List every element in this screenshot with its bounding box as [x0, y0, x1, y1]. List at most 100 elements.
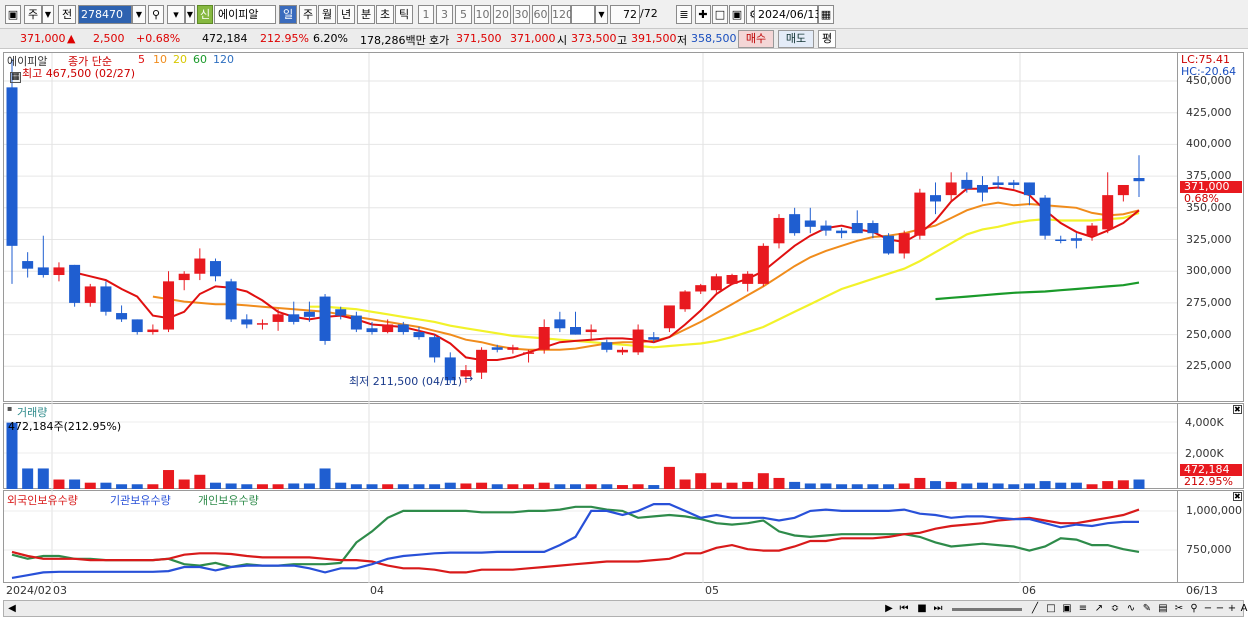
hc-label: HC:-20.64 [1181, 65, 1237, 78]
code-dropdown-icon[interactable]: ▼ [132, 5, 146, 24]
crosshair-icon[interactable]: ✚ [695, 5, 711, 24]
price-ytick-4: 350,000 [1186, 200, 1232, 214]
minute-tab-6[interactable]: 60 [532, 5, 549, 24]
zoom-slider[interactable] [952, 608, 1022, 611]
ma-legend-prefix: 종가 단순 [68, 55, 112, 68]
period-tab-1[interactable]: 주 [299, 5, 317, 24]
x-label-feb: 2024/02 [6, 584, 52, 597]
scroll-left-icon[interactable]: ◀ [8, 603, 16, 614]
first-page-icon[interactable]: ⏮ [899, 603, 909, 614]
lock-icon[interactable]: □ [712, 5, 728, 24]
count-total: /72 [640, 7, 658, 20]
zoom-in-icon[interactable]: + [1227, 603, 1237, 614]
horizontal-scrollbar[interactable]: ◀ ▶ ⏮ ■ ⏭ ╱ □ ▣ ≡ ↗ ≎ ∿ ✎ ▤ ✂ ⚲ − − + A [3, 600, 1247, 617]
draw-channel-icon[interactable]: ≎ [1110, 603, 1120, 614]
save-icon[interactable]: ▣ [729, 5, 745, 24]
quote-info-bar: 371,000 ▲ 2,500 +0.68% 472,184 212.95% 6… [0, 29, 1248, 49]
market-select[interactable]: 주 [24, 5, 42, 24]
volume-pct-tag: 212.95% [1184, 475, 1233, 488]
x-label-jun: 06 [1022, 584, 1036, 597]
prev-button[interactable]: 전 [58, 5, 76, 24]
draw-fib-icon[interactable]: ≡ [1078, 603, 1088, 614]
turnover-rate: 6.20% [313, 32, 348, 45]
holdings-chart-panel[interactable] [3, 490, 1178, 583]
minute-dropdown-icon[interactable]: ▼ [595, 5, 608, 24]
volume-ytick-1: 4,000K [1185, 416, 1224, 429]
price-chart-panel[interactable] [3, 52, 1178, 402]
period-tab-3[interactable]: 년 [337, 5, 355, 24]
high-note: 최고 467,500 (02/27) [22, 67, 136, 80]
period-tab-5[interactable]: 초 [376, 5, 394, 24]
stop-icon[interactable]: ■ [917, 603, 927, 614]
compare-icon[interactable]: ≣ [676, 5, 692, 24]
minute-tab-2[interactable]: 5 [455, 5, 472, 24]
volume-marker-icon: ▪ [7, 404, 13, 413]
stock-code-input[interactable]: 278470 [78, 5, 132, 24]
speaker-icon[interactable]: ▾ [167, 5, 185, 24]
holdings-panel-close-icon[interactable]: ✖ [1233, 492, 1242, 501]
draw-cut-icon[interactable]: ✂ [1174, 603, 1184, 614]
low-arrow-icon: → [464, 372, 474, 385]
stock-name: 에이피알 [214, 5, 276, 24]
volume-panel-close-icon[interactable]: ✖ [1233, 405, 1242, 414]
minute-tab-4[interactable]: 20 [493, 5, 511, 24]
current-pct-tag: 0.68% [1184, 192, 1219, 205]
volume-value-tag: 472,184 [1180, 464, 1242, 476]
price-ytick-3: 375,000 [1186, 169, 1232, 183]
market-dropdown-icon[interactable]: ▼ [42, 5, 54, 24]
sell-button[interactable]: 매도 [778, 30, 814, 48]
minute-tab-7[interactable]: 120 [551, 5, 573, 24]
holdings-ytick-1: 1,000,000 [1186, 504, 1242, 517]
minute-tab-3[interactable]: 10 [474, 5, 491, 24]
volume-value: 472,184 [202, 32, 248, 45]
price-ytick-2: 400,000 [1186, 137, 1232, 151]
minute-custom-input[interactable] [571, 5, 595, 24]
price-ytick-0: 450,000 [1186, 74, 1232, 88]
date-input[interactable]: 2024/06/13 [754, 5, 821, 24]
ma-label-20: 20 [173, 53, 187, 66]
minute-tab-5[interactable]: 30 [513, 5, 530, 24]
trade-amount: 178,286백만 [360, 34, 426, 47]
buy-button[interactable]: 매수 [738, 30, 774, 48]
period-tab-4[interactable]: 분 [357, 5, 375, 24]
zoom-search-icon[interactable]: ⚲ [1190, 603, 1198, 614]
volume-panel-title: 거래량 [17, 406, 48, 419]
minute-tab-0[interactable]: 1 [418, 5, 434, 24]
table-icon[interactable]: ▦ [10, 72, 21, 83]
draw-copy-icon[interactable]: ▣ [1062, 603, 1072, 614]
ma-label-10: 10 [153, 53, 167, 66]
speaker-dropdown-icon[interactable]: ▼ [185, 5, 195, 24]
average-button[interactable]: 평 [818, 30, 836, 48]
calendar-icon[interactable]: ▦ [818, 5, 834, 24]
open-price: 373,500 [571, 32, 617, 45]
ask-price: 371,500 [456, 32, 502, 45]
minute-tab-1[interactable]: 3 [436, 5, 453, 24]
draw-line-icon[interactable]: ╱ [1031, 603, 1039, 614]
draw-trend-icon[interactable]: ↗ [1094, 603, 1104, 614]
draw-rect-icon[interactable]: □ [1046, 603, 1056, 614]
draw-wave-icon[interactable]: ∿ [1126, 603, 1136, 614]
ma-label-120: 120 [213, 53, 234, 66]
period-tab-0[interactable]: 일 [279, 5, 297, 24]
volume-ratio: 212.95% [260, 32, 309, 45]
count-input[interactable]: 72 [610, 5, 640, 24]
x-label-end: 06/13 [1186, 584, 1218, 597]
bid-price: 371,000 [510, 32, 556, 45]
font-size-icon[interactable]: A [1240, 603, 1248, 614]
draw-pen-icon[interactable]: ✎ [1142, 603, 1152, 614]
search-icon[interactable]: ⚲ [148, 5, 164, 24]
zoom-out-icon[interactable]: − [1203, 603, 1213, 614]
draw-layers-icon[interactable]: ▤ [1158, 603, 1168, 614]
last-page-icon[interactable]: ⏭ [933, 603, 943, 614]
period-tab-2[interactable]: 월 [318, 5, 336, 24]
zoom-line-icon[interactable]: − [1215, 603, 1225, 614]
chart-settings-icon[interactable]: ▣ [5, 5, 21, 24]
high-price: 391,500 [631, 32, 677, 45]
volume-chart-panel[interactable] [3, 403, 1178, 489]
x-label-apr: 04 [370, 584, 384, 597]
current-price-tag: 371,000 [1180, 181, 1242, 193]
scroll-right-icon[interactable]: ▶ [885, 603, 893, 614]
period-tab-6[interactable]: 틱 [395, 5, 413, 24]
current-price: 371,000 [20, 32, 66, 45]
